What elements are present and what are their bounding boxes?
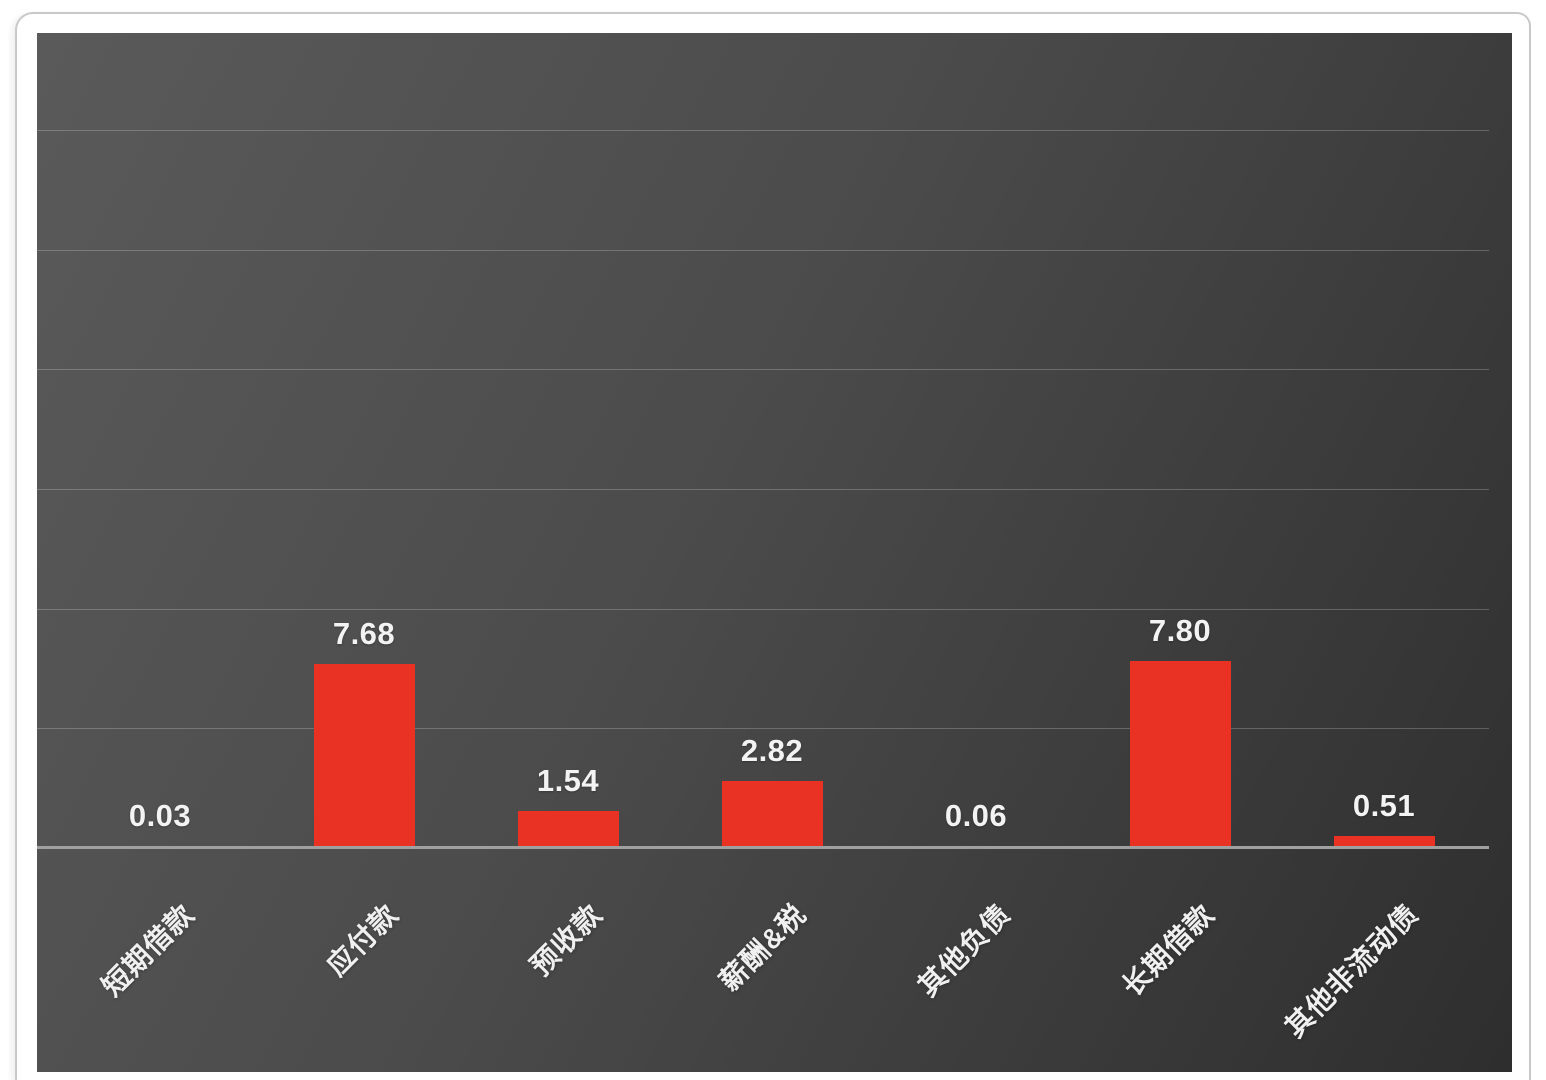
bar-column: 0.03 xyxy=(58,33,262,848)
category-label: 其他负债 xyxy=(912,898,1017,1003)
gridline xyxy=(37,489,1489,490)
bar-column: 7.80 xyxy=(1078,33,1282,848)
category-label: 预收款 xyxy=(524,898,609,982)
gridline xyxy=(37,728,1489,729)
bar xyxy=(721,781,823,848)
value-label: 0.06 xyxy=(944,798,1008,833)
category-label: 长期借款 xyxy=(1116,898,1221,1003)
gridline xyxy=(37,250,1489,251)
category-label: 薪酬&税 xyxy=(713,898,813,997)
category-axis: 短期借款 应付款 预收款 薪酬&税 其他负债 长期借款 其他非流动债 xyxy=(58,848,1486,1072)
category-label: 短期借款 xyxy=(96,898,201,1003)
value-label: 0.03 xyxy=(128,798,192,833)
bar xyxy=(1333,836,1435,848)
value-label: 2.82 xyxy=(740,733,804,768)
bar xyxy=(517,811,619,848)
value-label: 0.51 xyxy=(1352,788,1416,823)
x-axis-line xyxy=(37,846,1489,849)
chart-panel: 0.03 7.68 1.54 2.82 0.06 7.80 0.51 短期借款 应付款 预收款 薪… xyxy=(37,33,1512,1072)
bar xyxy=(1129,661,1231,848)
bar-column: 0.06 xyxy=(874,33,1078,848)
bar-column: 0.51 xyxy=(1282,33,1486,848)
category-label: 应付款 xyxy=(320,898,405,982)
value-label: 7.80 xyxy=(1148,613,1212,648)
bar-column: 1.54 xyxy=(466,33,670,848)
gridline xyxy=(37,130,1489,131)
bar xyxy=(313,664,415,848)
plot-area: 0.03 7.68 1.54 2.82 0.06 7.80 0.51 xyxy=(58,33,1486,848)
gridline xyxy=(37,609,1489,610)
value-label: 1.54 xyxy=(536,763,600,798)
value-label: 7.68 xyxy=(332,616,396,651)
bar-column: 2.82 xyxy=(670,33,874,848)
gridline xyxy=(37,369,1489,370)
bar-column: 7.68 xyxy=(262,33,466,848)
category-label: 其他非流动债 xyxy=(1279,898,1425,1044)
